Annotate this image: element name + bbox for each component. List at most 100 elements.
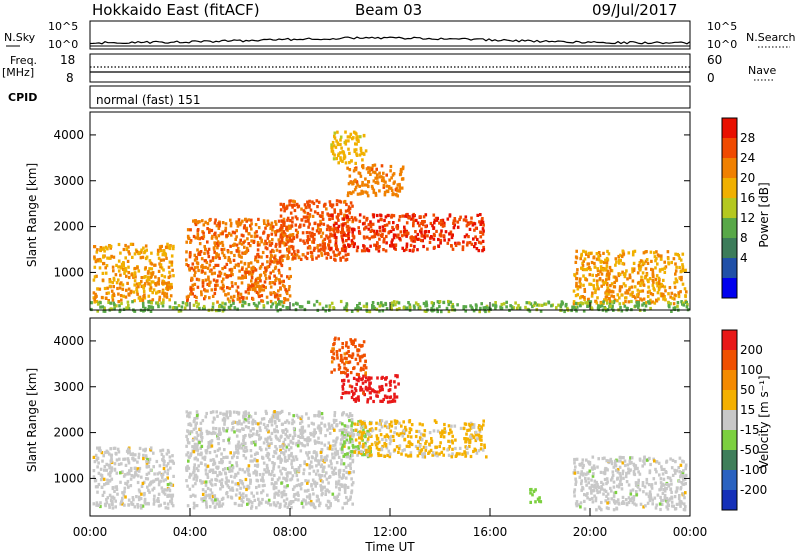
range-time-cell — [612, 300, 616, 305]
range-time-cell — [286, 216, 290, 220]
range-time-cell — [290, 451, 293, 456]
range-time-cell — [310, 484, 313, 488]
range-time-cell — [192, 448, 196, 452]
range-time-cell — [393, 399, 397, 403]
range-time-cell — [673, 293, 677, 297]
range-time-cell — [162, 258, 165, 262]
range-time-cell — [216, 498, 220, 502]
range-time-cell — [321, 241, 325, 245]
range-time-cell — [276, 492, 279, 496]
range-time-cell — [585, 458, 588, 462]
range-time-cell — [273, 485, 276, 489]
range-time-cell — [255, 234, 259, 238]
range-time-cell — [589, 282, 593, 286]
range-time-cell — [286, 218, 289, 222]
range-time-cell — [651, 300, 655, 304]
range-time-cell — [574, 255, 578, 259]
range-time-cell — [165, 256, 168, 260]
range-time-cell — [311, 502, 315, 506]
range-time-cell — [93, 300, 96, 304]
range-time-cell — [318, 501, 322, 505]
range-time-cell — [136, 467, 140, 471]
range-time-cell — [249, 481, 252, 485]
range-time-cell — [209, 488, 212, 492]
range-time-cell — [325, 227, 329, 232]
range-time-cell — [215, 410, 218, 414]
range-time-cell — [227, 292, 230, 296]
range-time-cell — [193, 436, 197, 440]
range-time-cell — [347, 433, 350, 437]
range-time-cell — [270, 431, 274, 435]
range-time-cell — [249, 244, 252, 248]
range-time-cell — [343, 366, 346, 370]
range-time-cell — [274, 451, 278, 455]
range-time-cell — [210, 444, 214, 448]
range-time-cell — [334, 497, 337, 501]
range-time-cell — [180, 305, 184, 309]
range-time-cell — [168, 459, 172, 463]
range-time-cell — [475, 247, 479, 251]
range-time-cell — [376, 242, 379, 246]
range-time-cell — [284, 493, 287, 497]
range-time-cell — [327, 464, 331, 468]
range-time-cell — [392, 233, 396, 237]
range-time-cell — [604, 307, 607, 311]
range-time-cell — [364, 373, 367, 377]
range-time-cell — [191, 283, 195, 287]
range-time-cell — [238, 254, 242, 259]
range-time-cell — [618, 289, 622, 293]
range-time-cell — [405, 247, 408, 252]
range-time-cell — [368, 451, 372, 455]
range-time-cell — [283, 207, 287, 211]
range-time-cell — [298, 225, 301, 229]
range-time-cell — [354, 357, 358, 361]
range-time-cell — [580, 266, 583, 270]
range-time-cell — [101, 459, 104, 463]
range-time-cell — [320, 235, 323, 239]
range-time-cell — [187, 294, 190, 298]
range-time-cell — [679, 258, 683, 262]
range-time-cell — [215, 454, 218, 458]
range-time-cell — [458, 217, 461, 222]
range-time-cell — [232, 410, 236, 414]
range-time-cell — [266, 493, 269, 497]
range-time-cell — [382, 183, 386, 187]
range-time-cell — [99, 449, 102, 453]
range-time-cell — [191, 262, 195, 266]
range-time-cell — [119, 294, 123, 298]
range-time-cell — [601, 482, 605, 486]
range-time-cell — [189, 253, 192, 257]
range-time-cell — [299, 238, 302, 242]
range-time-cell — [274, 265, 278, 269]
range-time-cell — [575, 500, 579, 504]
range-time-cell — [583, 289, 587, 293]
range-time-cell — [343, 486, 347, 490]
range-time-cell — [619, 459, 622, 463]
range-time-cell — [641, 261, 645, 265]
range-time-cell — [631, 270, 634, 274]
range-time-cell — [369, 387, 372, 391]
range-time-cell — [332, 472, 335, 476]
range-time-cell — [310, 460, 313, 464]
range-time-cell — [267, 222, 270, 226]
range-time-cell — [329, 255, 333, 259]
range-time-cell — [372, 188, 376, 192]
range-time-cell — [371, 222, 375, 226]
range-time-cell — [226, 286, 229, 290]
range-time-cell — [651, 283, 655, 287]
range-time-cell — [208, 283, 211, 287]
range-time-cell — [210, 491, 214, 495]
range-time-cell — [250, 234, 253, 238]
range-time-cell — [306, 235, 310, 239]
range-time-cell — [367, 227, 371, 231]
range-time-cell — [168, 260, 172, 264]
range-time-cell — [186, 438, 189, 442]
range-time-cell — [206, 289, 209, 293]
range-time-cell — [128, 472, 131, 476]
range-time-cell — [364, 432, 368, 437]
range-time-cell — [263, 221, 266, 225]
range-time-cell — [651, 268, 655, 272]
range-time-cell — [212, 462, 215, 467]
range-time-cell — [116, 492, 119, 496]
range-time-cell — [215, 236, 218, 240]
